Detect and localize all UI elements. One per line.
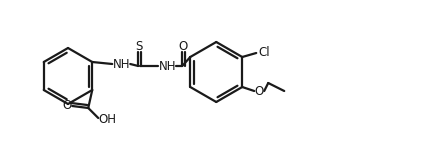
- Text: O: O: [178, 40, 188, 52]
- Text: O: O: [255, 85, 264, 97]
- Text: S: S: [136, 40, 143, 52]
- Text: O: O: [62, 98, 72, 112]
- Text: Cl: Cl: [259, 47, 270, 59]
- Text: OH: OH: [98, 112, 116, 126]
- Text: NH: NH: [113, 59, 130, 71]
- Text: NH: NH: [158, 60, 176, 74]
